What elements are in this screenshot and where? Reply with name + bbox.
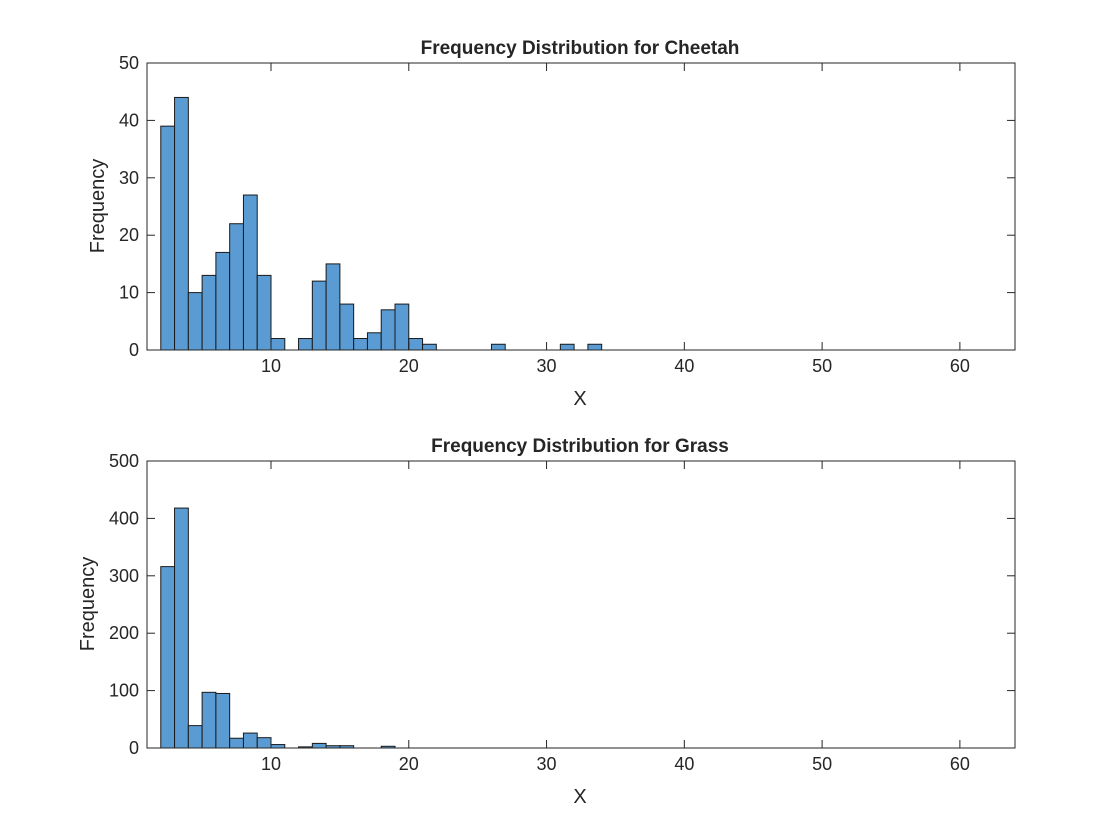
x-tick-label: 60 xyxy=(950,754,970,774)
histogram-bar xyxy=(325,263,341,351)
histogram-bar xyxy=(256,274,272,351)
x-tick-label: 30 xyxy=(537,356,557,376)
y-tick-label: 0 xyxy=(129,738,139,758)
histogram-bar xyxy=(160,566,176,749)
histogram-bar xyxy=(298,338,313,351)
histogram-bar xyxy=(256,737,272,749)
x-axis-label: X xyxy=(573,388,586,410)
y-tick-label: 400 xyxy=(109,508,139,528)
histogram-bar xyxy=(160,125,176,351)
histogram-bar xyxy=(187,725,203,749)
ticks: 10 20 30 40 50 60 0 10 20 30 40 50 xyxy=(119,53,1015,376)
histogram-bar xyxy=(201,691,217,749)
y-tick-label: 500 xyxy=(109,451,139,471)
bars xyxy=(160,96,603,351)
histogram-bar xyxy=(353,338,368,351)
histogram-bar xyxy=(215,251,231,351)
x-tick-label: 40 xyxy=(674,356,694,376)
histogram-bar xyxy=(311,742,327,749)
histogram-bar xyxy=(270,744,286,749)
y-tick-label: 50 xyxy=(119,53,139,73)
histogram-bar xyxy=(242,732,258,749)
y-tick-label: 100 xyxy=(109,681,139,701)
histogram-bar xyxy=(587,343,603,351)
histogram-bar xyxy=(490,343,506,351)
histogram-bar xyxy=(366,332,382,351)
chart-title: Frequency Distribution for Cheetah xyxy=(421,38,740,59)
x-tick-label: 60 xyxy=(950,356,970,376)
x-tick-label: 10 xyxy=(261,754,281,774)
bars xyxy=(160,507,396,749)
y-tick-label: 10 xyxy=(119,283,139,303)
grass-histogram: Frequency Distribution for Grass 10 20 30 4… xyxy=(77,436,1016,808)
x-tick-label: 20 xyxy=(399,754,419,774)
y-tick-label: 0 xyxy=(129,340,139,360)
y-axis-label: Frequency xyxy=(77,557,99,652)
histogram-bar xyxy=(422,343,437,351)
axes-box xyxy=(146,62,1016,351)
x-tick-label: 10 xyxy=(261,356,281,376)
chart-title: Frequency Distribution for Grass xyxy=(431,436,729,457)
x-tick-label: 50 xyxy=(812,754,832,774)
histogram-bar xyxy=(174,507,189,749)
histogram-bar xyxy=(339,303,355,351)
y-tick-label: 20 xyxy=(119,225,139,245)
histogram-bar xyxy=(229,737,244,749)
y-tick-label: 300 xyxy=(109,566,139,586)
cheetah-histogram: Frequency Distribution for Cheetah 10 20 3… xyxy=(87,38,1016,410)
x-axis-label: X xyxy=(573,786,586,808)
histogram-bar xyxy=(229,223,244,351)
histogram-bar xyxy=(215,692,231,749)
axes-box xyxy=(146,460,1016,749)
histogram-bar xyxy=(174,96,189,351)
histogram-bar xyxy=(201,274,217,351)
y-axis-label: Frequency xyxy=(87,159,109,254)
x-tick-label: 50 xyxy=(812,356,832,376)
y-tick-label: 30 xyxy=(119,168,139,188)
x-tick-label: 20 xyxy=(399,356,419,376)
x-tick-label: 40 xyxy=(674,754,694,774)
histogram-bar xyxy=(394,303,410,351)
y-tick-label: 200 xyxy=(109,623,139,643)
histogram-bar xyxy=(311,280,327,351)
x-tick-label: 30 xyxy=(537,754,557,774)
histogram-bar xyxy=(187,292,203,351)
y-tick-label: 40 xyxy=(119,110,139,130)
histogram-bar xyxy=(408,338,424,351)
histogram-bar xyxy=(380,309,396,351)
histogram-bar xyxy=(270,338,286,351)
histogram-bar xyxy=(559,343,575,351)
histogram-bar xyxy=(242,194,258,351)
ticks: 10 20 30 40 50 60 0 100 200 300 400 500 xyxy=(109,451,1015,774)
